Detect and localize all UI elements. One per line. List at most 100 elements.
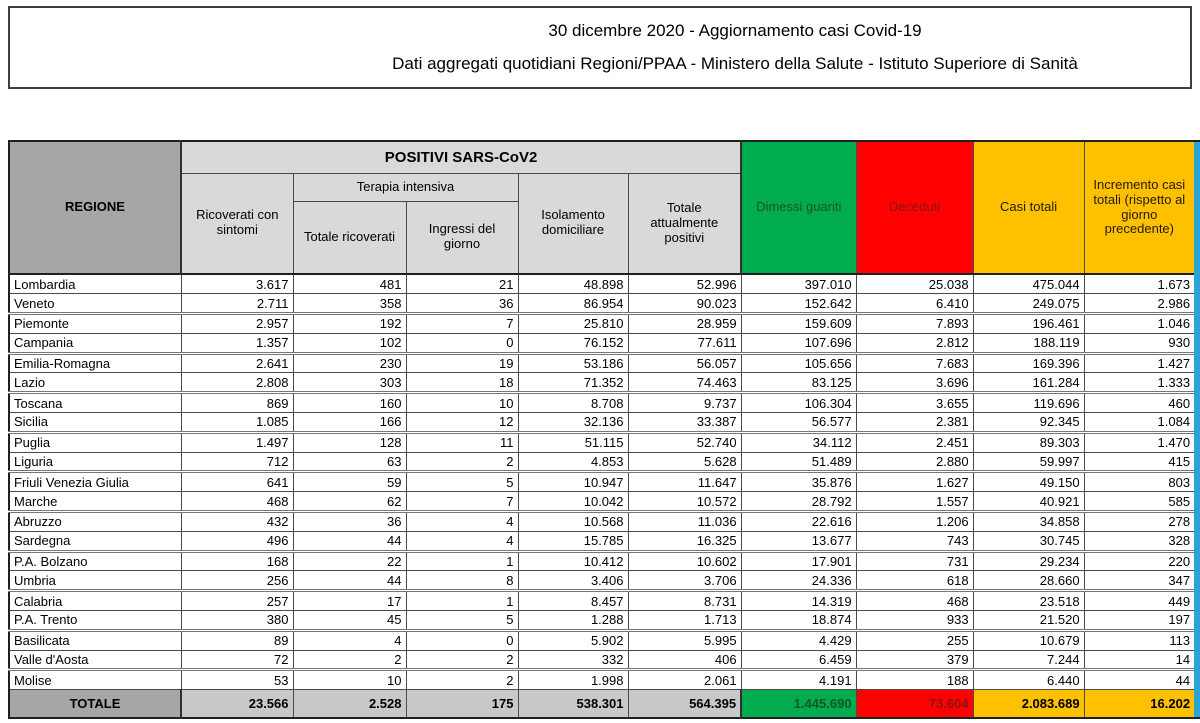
value-cell: 278 (1083, 510, 1196, 532)
table-row: Emilia-Romagna 2.641 230 19 53.186 56.057 105.… (8, 351, 1196, 374)
value-cell: 5 (405, 610, 519, 631)
value-cell: 379 (855, 649, 974, 671)
value-cell: 5.902 (517, 628, 629, 651)
table-row: P.A. Bolzano 168 22 1 10.412 10.602 17.901 731 2… (8, 549, 1196, 572)
value-cell: 2.451 (855, 430, 974, 453)
table-row: Campania 1.357 102 0 76.152 77.611 107.696 2.81… (8, 332, 1196, 354)
table-row: Friuli Venezia Giulia 641 59 5 10.947 11.647 3… (8, 470, 1196, 493)
region-name-cell: Lombardia (8, 274, 182, 295)
value-cell: 5.995 (627, 628, 742, 651)
value-cell: 14 (1083, 649, 1196, 671)
value-cell: 188 (855, 668, 974, 691)
value-cell: 869 (180, 391, 294, 414)
value-cell: 23.518 (972, 589, 1085, 612)
value-cell: 1 (405, 589, 519, 612)
value-cell: 72 (180, 649, 294, 671)
value-cell: 7.683 (855, 351, 974, 374)
value-cell: 49.150 (972, 470, 1085, 493)
value-cell: 2.061 (627, 668, 742, 691)
value-cell: 2.641 (180, 351, 294, 374)
table-row: Lombardia 3.617 481 21 48.898 52.996 397.010 25… (8, 274, 1196, 295)
table-row: Basilicata 89 4 0 5.902 5.995 4.429 255 10.679 11… (8, 628, 1196, 651)
value-cell: 197 (1083, 610, 1196, 631)
total-dimessi-cell: 1.445.690 (740, 689, 857, 719)
value-cell: 168 (180, 549, 294, 572)
value-cell: 17 (292, 589, 407, 612)
value-cell: 30.745 (972, 530, 1085, 552)
value-cell: 2.381 (855, 412, 974, 433)
value-cell: 460 (1083, 391, 1196, 414)
value-cell: 105.656 (740, 351, 857, 374)
value-cell: 12 (405, 412, 519, 433)
value-cell: 255 (855, 628, 974, 651)
covid-data-table: REGIONE POSITIVI SARS-CoV2 Dimessi guari… (8, 140, 1197, 719)
value-cell: 3.655 (855, 391, 974, 414)
region-name-cell: P.A. Trento (8, 610, 182, 631)
table-row: Molise 53 10 2 1.998 2.061 4.191 188 6.440 44 (8, 668, 1196, 691)
value-cell: 62 (292, 491, 407, 513)
value-cell: 32.136 (517, 412, 629, 433)
value-cell: 8 (405, 570, 519, 592)
value-cell: 1.288 (517, 610, 629, 631)
value-cell: 1.085 (180, 412, 294, 433)
value-cell: 159.609 (740, 312, 857, 334)
region-name-cell: P.A. Bolzano (8, 549, 182, 572)
value-cell: 1.497 (180, 430, 294, 453)
value-cell: 52.996 (627, 274, 742, 295)
header-isolamento-domiciliare: Isolamento domiciliare (517, 172, 629, 275)
value-cell: 2.711 (180, 293, 294, 315)
value-cell: 468 (180, 491, 294, 513)
table-row: Umbria 256 44 8 3.406 3.706 24.336 618 28.660 347 (8, 570, 1196, 592)
value-cell: 71.352 (517, 372, 629, 394)
value-cell: 48.898 (517, 274, 629, 295)
value-cell: 1.046 (1083, 312, 1196, 334)
value-cell: 25.038 (855, 274, 974, 295)
value-cell: 6.459 (740, 649, 857, 671)
value-cell: 6.410 (855, 293, 974, 315)
value-cell: 45 (292, 610, 407, 631)
region-name-cell: Sicilia (8, 412, 182, 433)
value-cell: 192 (292, 312, 407, 334)
value-cell: 128 (292, 430, 407, 453)
header-ingressi-del-giorno: Ingressi del giorno (405, 200, 519, 275)
value-cell: 34.858 (972, 510, 1085, 532)
total-terapia-cell: 2.528 (292, 689, 407, 719)
value-cell: 83.125 (740, 372, 857, 394)
table-header: REGIONE POSITIVI SARS-CoV2 Dimessi guari… (8, 140, 1196, 275)
value-cell: 256 (180, 570, 294, 592)
region-name-cell: Umbria (8, 570, 182, 592)
value-cell: 29.234 (972, 549, 1085, 572)
value-cell: 24.336 (740, 570, 857, 592)
value-cell: 90.023 (627, 293, 742, 315)
value-cell: 1.627 (855, 470, 974, 493)
value-cell: 641 (180, 470, 294, 493)
value-cell: 11 (405, 430, 519, 453)
table-row: Piemonte 2.957 192 7 25.810 28.959 159.609 7.89… (8, 312, 1196, 334)
header-ricoverati-con-sintomi: Ricoverati con sintomi (180, 172, 294, 275)
value-cell: 1.084 (1083, 412, 1196, 433)
value-cell: 28.792 (740, 491, 857, 513)
region-name-cell: Valle d'Aosta (8, 649, 182, 671)
value-cell: 196.461 (972, 312, 1085, 334)
value-cell: 449 (1083, 589, 1196, 612)
value-cell: 2 (405, 451, 519, 473)
value-cell: 4.191 (740, 668, 857, 691)
value-cell: 28.660 (972, 570, 1085, 592)
value-cell: 257 (180, 589, 294, 612)
value-cell: 52.740 (627, 430, 742, 453)
value-cell: 1.206 (855, 510, 974, 532)
value-cell: 53 (180, 668, 294, 691)
total-positivi-cell: 564.395 (627, 689, 742, 719)
value-cell: 3.617 (180, 274, 294, 295)
region-name-cell: Puglia (8, 430, 182, 453)
value-cell: 56.057 (627, 351, 742, 374)
value-cell: 63 (292, 451, 407, 473)
value-cell: 332 (517, 649, 629, 671)
value-cell: 119.696 (972, 391, 1085, 414)
header-dimessi-guariti: Dimessi guariti (740, 140, 857, 275)
value-cell: 3.406 (517, 570, 629, 592)
value-cell: 1.427 (1083, 351, 1196, 374)
region-name-cell: Emilia-Romagna (8, 351, 182, 374)
value-cell: 0 (405, 628, 519, 651)
total-ingressi-cell: 175 (405, 689, 519, 719)
